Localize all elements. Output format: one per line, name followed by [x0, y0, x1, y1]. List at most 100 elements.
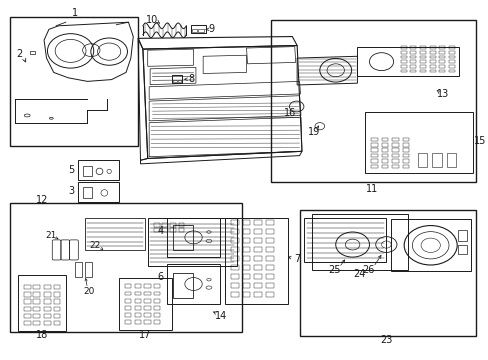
Bar	[44, 307, 51, 311]
Text: 24: 24	[353, 269, 365, 279]
Text: 7: 7	[293, 254, 300, 264]
Bar	[429, 55, 435, 58]
Bar	[231, 283, 238, 288]
Bar	[154, 292, 160, 296]
Text: 1: 1	[72, 8, 78, 18]
Bar	[409, 46, 415, 49]
Bar	[33, 300, 40, 304]
Bar	[419, 46, 425, 49]
Bar	[242, 265, 250, 270]
Bar	[400, 69, 406, 72]
Bar	[33, 314, 40, 318]
Bar	[409, 55, 415, 58]
Bar	[254, 292, 262, 297]
Bar	[419, 65, 425, 68]
Bar	[242, 283, 250, 288]
Bar	[78, 160, 119, 180]
Bar	[134, 313, 141, 317]
Text: 10: 10	[146, 15, 158, 26]
Bar	[439, 46, 444, 49]
Bar	[391, 138, 398, 141]
Bar	[44, 285, 51, 289]
Bar	[33, 292, 40, 297]
Bar	[391, 159, 398, 163]
Bar	[154, 284, 160, 288]
Bar	[231, 229, 238, 234]
Bar	[439, 65, 444, 68]
Bar	[10, 203, 241, 332]
Bar	[231, 265, 238, 270]
Bar	[391, 165, 398, 168]
Text: 25: 25	[328, 265, 340, 275]
Text: 3: 3	[68, 186, 74, 197]
Bar	[381, 165, 387, 168]
Bar	[134, 320, 141, 324]
Bar	[154, 299, 160, 303]
Text: 18: 18	[36, 330, 48, 340]
Bar	[457, 244, 467, 253]
Bar	[162, 223, 167, 226]
Bar	[448, 46, 454, 49]
Bar	[144, 320, 150, 324]
Bar	[231, 256, 238, 261]
Bar	[85, 262, 92, 277]
Bar	[30, 50, 35, 54]
Bar	[400, 60, 406, 63]
Bar	[44, 292, 51, 297]
Text: 11: 11	[365, 184, 377, 194]
Bar	[125, 320, 131, 324]
Bar	[33, 307, 40, 311]
Bar	[170, 228, 176, 232]
Bar	[417, 153, 427, 167]
Bar	[409, 69, 415, 72]
Bar	[167, 218, 220, 257]
Bar	[134, 306, 141, 310]
Text: 23: 23	[379, 334, 392, 345]
Bar	[125, 292, 131, 296]
Bar	[242, 274, 250, 279]
Bar	[242, 229, 250, 234]
Text: 20: 20	[83, 287, 94, 296]
Bar	[265, 247, 273, 252]
Bar	[44, 300, 51, 304]
Bar	[54, 321, 61, 325]
Bar	[191, 25, 205, 33]
Bar	[242, 220, 250, 225]
Bar	[419, 55, 425, 58]
Bar	[191, 29, 197, 32]
Bar	[265, 220, 273, 225]
Bar	[173, 80, 176, 82]
Bar	[78, 182, 119, 202]
Bar	[242, 256, 250, 261]
Bar	[170, 223, 176, 226]
Bar	[134, 299, 141, 303]
Bar	[231, 247, 238, 252]
Bar	[400, 46, 406, 49]
Bar	[231, 238, 238, 243]
Bar	[446, 153, 455, 167]
Bar	[154, 313, 160, 317]
Bar	[409, 65, 415, 68]
Bar	[439, 60, 444, 63]
Bar	[402, 154, 408, 157]
Text: 15: 15	[473, 136, 486, 146]
Bar	[370, 154, 377, 157]
Bar	[265, 256, 273, 261]
Bar	[24, 321, 31, 325]
Bar	[33, 285, 40, 289]
Bar	[391, 154, 398, 157]
Bar	[242, 292, 250, 297]
Bar	[402, 159, 408, 163]
Bar	[231, 292, 238, 297]
Text: 14: 14	[215, 311, 227, 321]
Bar	[18, 275, 66, 330]
Bar	[311, 214, 407, 270]
Bar	[402, 138, 408, 141]
Bar	[381, 154, 387, 157]
Bar	[134, 292, 141, 296]
Bar	[381, 148, 387, 152]
Text: 19: 19	[307, 127, 320, 137]
Bar	[370, 143, 377, 147]
Bar	[10, 17, 138, 146]
Bar	[162, 228, 167, 232]
